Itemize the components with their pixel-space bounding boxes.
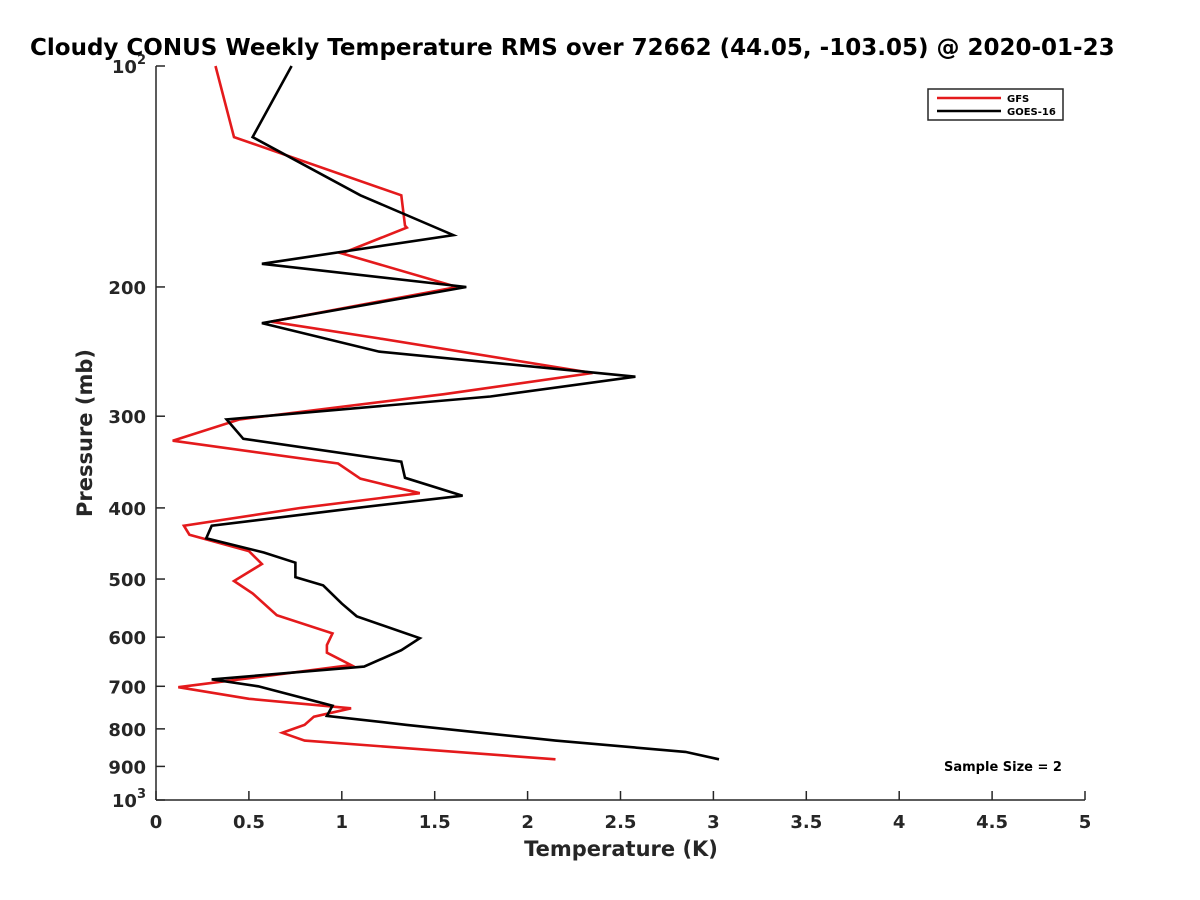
x-tick-label: 5 (1079, 812, 1092, 833)
y-tick-label: 500 (108, 570, 146, 591)
x-tick-label: 4 (893, 812, 906, 833)
x-tick-label: 3 (707, 812, 720, 833)
x-tick-label: 0 (150, 812, 163, 833)
x-tick-label: 1.5 (419, 812, 451, 833)
series-line-goes-16 (204, 65, 720, 761)
x-tick-label: 2.5 (605, 812, 637, 833)
plot-area: 0 0.5 1 1.5 2 2.5 3 3.5 4 4.5 51022003004005006007… (108, 53, 1091, 833)
y-tick-label: 600 (108, 628, 146, 649)
y-tick-label: 400 (108, 499, 146, 520)
y-tick-label: 800 (108, 720, 146, 741)
series-line-gfs (172, 65, 593, 761)
y-tick-label: 300 (108, 407, 146, 428)
x-tick-label: 4.5 (976, 812, 1008, 833)
y-tick-label: 200 (108, 278, 146, 299)
legend: GFS GOES-16 (927, 88, 1064, 121)
legend-label: GFS (1007, 94, 1029, 105)
y-tick-label: 900 (108, 757, 146, 778)
legend-box (927, 88, 1064, 121)
sample-size-annotation: Sample Size = 2 (944, 760, 1062, 775)
x-axis-label: Temperature (K) (524, 837, 718, 861)
chart-title: Cloudy CONUS Weekly Temperature RMS over… (30, 35, 1115, 61)
x-tick-label: 2 (521, 812, 534, 833)
x-tick-label: 0.5 (233, 812, 265, 833)
y-tick-label: 700 (108, 677, 146, 698)
legend-label: GOES-16 (1007, 107, 1056, 118)
x-tick-label: 1 (336, 812, 349, 833)
x-tick-label: 3.5 (790, 812, 822, 833)
y-axis-label: Pressure (mb) (73, 349, 97, 517)
